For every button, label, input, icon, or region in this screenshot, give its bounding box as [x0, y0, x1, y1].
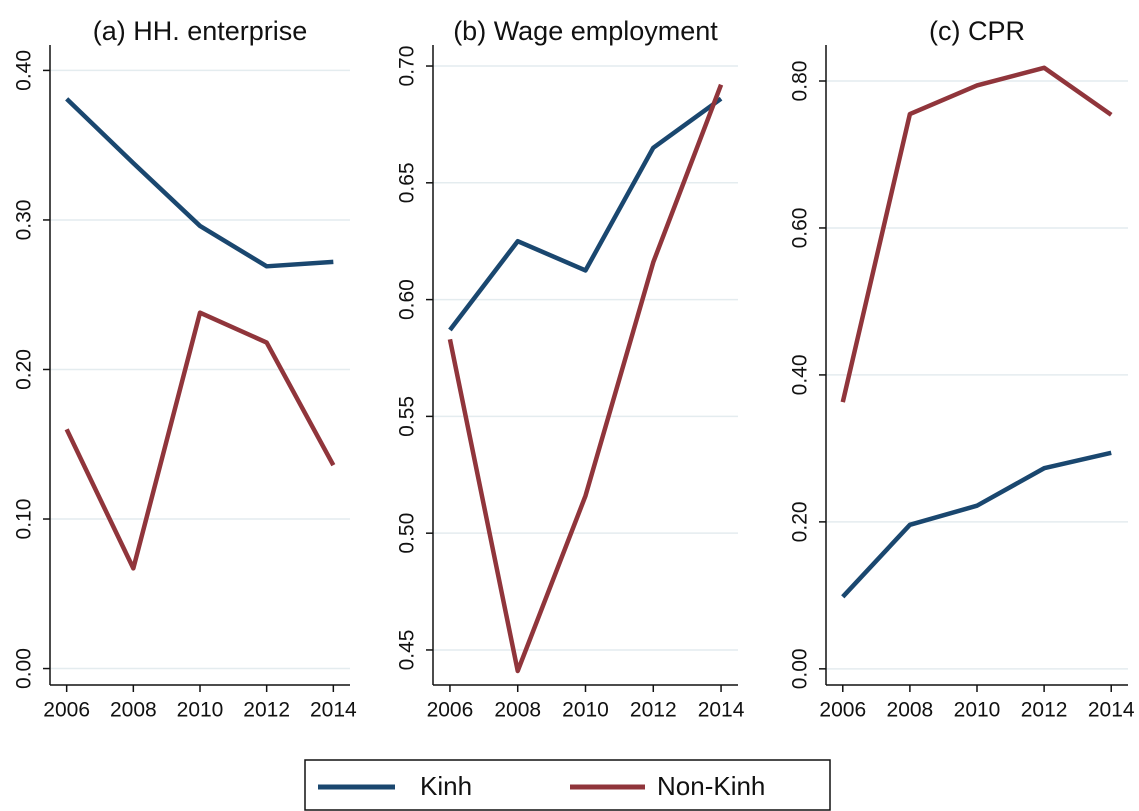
chart-title: (b) Wage employment — [453, 16, 718, 46]
y-tick-label: 0.65 — [396, 162, 419, 203]
y-tick-label: 0.20 — [13, 349, 36, 390]
y-tick-label: 0.00 — [789, 648, 812, 689]
series-line — [841, 450, 1112, 599]
series-line — [448, 96, 723, 332]
legend-label: Kinh — [420, 771, 472, 801]
x-tick-label: 2012 — [243, 699, 290, 722]
x-tick-label: 2006 — [427, 699, 474, 722]
x-tick-label: 2010 — [562, 699, 609, 722]
x-tick-label: 2006 — [43, 699, 90, 722]
y-tick-label: 0.10 — [13, 499, 36, 540]
y-tick-label: 0.00 — [13, 648, 36, 689]
y-tick-label: 0.55 — [396, 396, 419, 437]
y-tick-label: 0.70 — [396, 46, 419, 87]
x-tick-label: 2008 — [887, 699, 934, 722]
x-tick-label: 2010 — [954, 699, 1001, 722]
x-tick-label: 2010 — [177, 699, 224, 722]
y-tick-label: 0.60 — [789, 208, 812, 249]
legend-label: Non-Kinh — [657, 771, 765, 801]
series-line — [840, 65, 1113, 403]
x-tick-label: 2014 — [1088, 699, 1135, 722]
y-tick-label: 0.45 — [396, 630, 419, 671]
series-line — [64, 310, 336, 571]
chart-title: (a) HH. enterprise — [93, 16, 308, 46]
chart-title: (c) CPR — [929, 16, 1025, 46]
x-tick-label: 2012 — [630, 699, 677, 722]
x-tick-label: 2014 — [310, 699, 357, 722]
x-tick-label: 2012 — [1021, 699, 1068, 722]
series-line — [447, 83, 724, 674]
x-tick-label: 2014 — [698, 699, 745, 722]
x-tick-label: 2008 — [494, 699, 541, 722]
x-tick-label: 2006 — [819, 699, 866, 722]
legend-box — [304, 759, 831, 811]
series-line — [65, 97, 334, 269]
y-tick-label: 0.40 — [789, 354, 812, 395]
x-tick-label: 2008 — [110, 699, 157, 722]
y-tick-label: 0.50 — [396, 513, 419, 554]
y-tick-label: 0.60 — [396, 279, 419, 320]
y-tick-label: 0.40 — [13, 50, 36, 91]
y-tick-label: 0.80 — [789, 61, 812, 102]
y-tick-label: 0.30 — [13, 200, 36, 241]
y-tick-label: 0.20 — [789, 501, 812, 542]
